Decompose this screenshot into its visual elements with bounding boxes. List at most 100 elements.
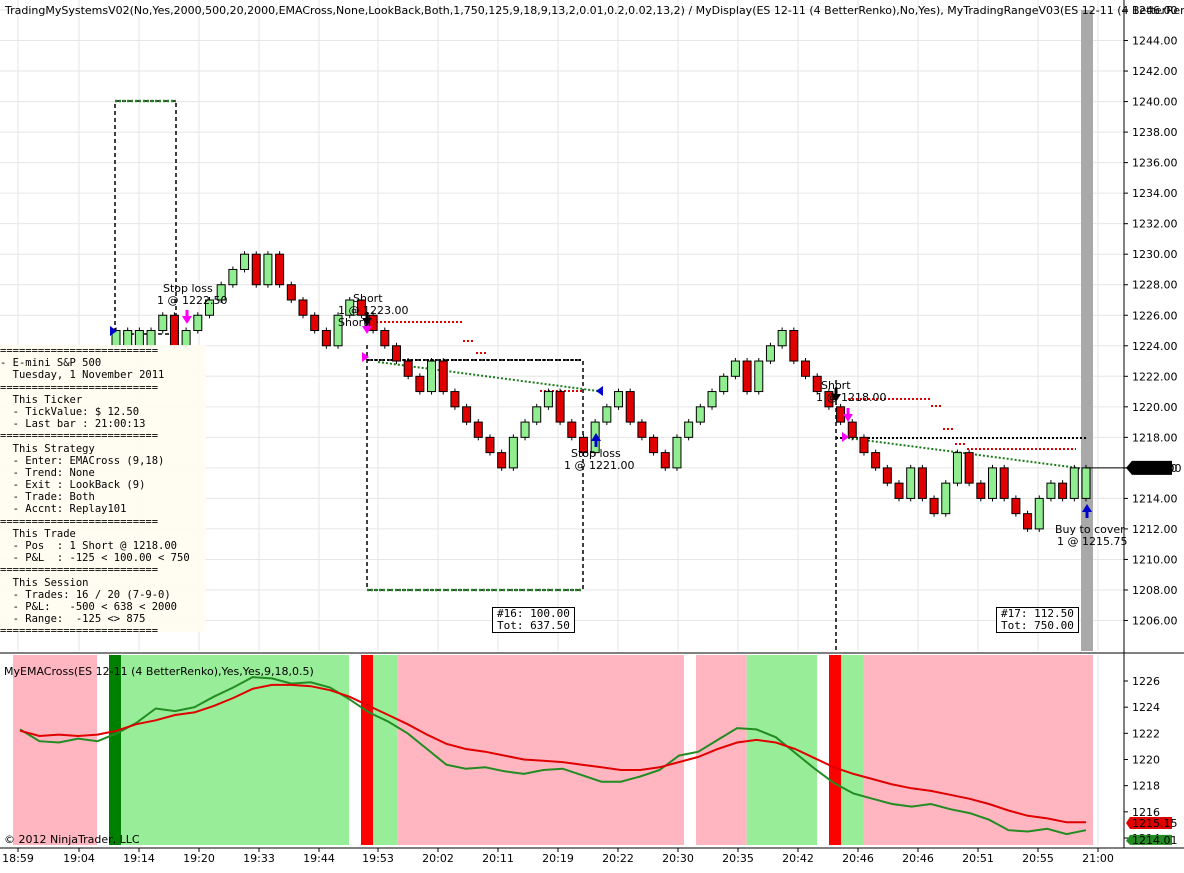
candle bbox=[941, 482, 951, 515]
info-line: ========================= bbox=[0, 625, 159, 632]
trade-annotation: 1 @ 1215.75 bbox=[1057, 535, 1127, 548]
trade-annotation: 1 @ 1218.00 bbox=[816, 391, 886, 404]
candle bbox=[660, 452, 670, 469]
candle bbox=[684, 421, 694, 438]
candle bbox=[999, 467, 1009, 499]
info-line: This Session bbox=[0, 576, 89, 589]
x-tick-label: 20:02 bbox=[422, 852, 454, 865]
trade-summary-16: #16: 100.00 Tot: 637.50 bbox=[492, 607, 575, 633]
cross-bar bbox=[109, 655, 121, 845]
x-tick-label: 19:04 bbox=[63, 852, 95, 865]
x-tick-label: 19:44 bbox=[303, 852, 335, 865]
candle bbox=[1011, 497, 1021, 515]
candle bbox=[181, 330, 191, 347]
candle bbox=[964, 452, 974, 484]
info-line: - E-mini S&P 500 bbox=[0, 357, 102, 370]
candle bbox=[789, 330, 799, 362]
region-gap bbox=[97, 655, 109, 845]
current-bar-stripe bbox=[1081, 10, 1093, 651]
candle bbox=[228, 268, 238, 286]
candles bbox=[111, 251, 1091, 532]
info-line: - TickValue: $ 12.50 bbox=[0, 405, 140, 418]
candle bbox=[1058, 482, 1068, 499]
candle bbox=[520, 421, 530, 438]
candle bbox=[882, 467, 892, 484]
y-tick-label: 1232.00 bbox=[1132, 218, 1178, 231]
trade-annotation: Buy to cover bbox=[1055, 523, 1125, 536]
trade-summary-17: #17: 112.50 Tot: 750.00 bbox=[996, 607, 1079, 633]
candle bbox=[906, 467, 916, 499]
y-tick-label: 1210.00 bbox=[1132, 553, 1178, 566]
candle bbox=[169, 314, 179, 347]
candle bbox=[333, 314, 343, 347]
candle bbox=[695, 406, 705, 423]
candle bbox=[543, 391, 553, 408]
candle bbox=[952, 452, 962, 484]
x-tick-label: 19:33 bbox=[243, 852, 275, 865]
price-marker bbox=[1126, 460, 1172, 475]
copyright: © 2012 NinjaTrader, LLC bbox=[4, 833, 140, 846]
candle bbox=[988, 467, 998, 499]
cross-bar bbox=[829, 655, 841, 845]
trade-annotation: Stop loss bbox=[571, 447, 621, 460]
entry-marker bbox=[596, 386, 603, 396]
candle bbox=[204, 299, 214, 316]
short-arrow bbox=[362, 318, 372, 326]
candle bbox=[216, 284, 226, 301]
candle bbox=[1046, 482, 1056, 499]
candle bbox=[847, 421, 857, 438]
info-line: - Trades: 16 / 20 (7-9-0) bbox=[0, 588, 171, 601]
x-tick-label: 20:19 bbox=[542, 852, 574, 865]
entry-marker bbox=[842, 432, 849, 442]
y-tick-label: 1220.00 bbox=[1132, 401, 1178, 414]
candle bbox=[555, 391, 565, 423]
entry-marker bbox=[110, 326, 117, 336]
candle bbox=[929, 497, 939, 515]
candle bbox=[450, 391, 460, 408]
x-tick-label: 18:59 bbox=[2, 852, 34, 865]
candle bbox=[532, 406, 542, 423]
candle bbox=[193, 314, 203, 332]
y-tick-label: 1224.00 bbox=[1132, 340, 1178, 353]
ema-value-label: 1215.15 bbox=[1132, 817, 1178, 830]
candle bbox=[240, 253, 250, 270]
y-tick-label: 1206.00 bbox=[1132, 615, 1178, 628]
x-tick-label: 20:46 bbox=[902, 852, 934, 865]
ema-value-label: 1214.01 bbox=[1132, 834, 1178, 847]
info-line: - Trend: None bbox=[0, 466, 95, 479]
trade-summary-line: Tot: 750.00 bbox=[1001, 619, 1074, 632]
x-tick-label: 20:42 bbox=[782, 852, 814, 865]
candle bbox=[134, 330, 144, 347]
info-line: - Accnt: Replay101 bbox=[0, 503, 127, 516]
candle bbox=[380, 330, 390, 347]
candle bbox=[415, 375, 425, 393]
info-line: - Last bar : 21:00:13 bbox=[0, 418, 146, 431]
x-tick-label: 19:20 bbox=[183, 852, 215, 865]
y-tick-label: 1226 bbox=[1132, 675, 1160, 688]
candle bbox=[123, 330, 133, 347]
candle bbox=[801, 360, 811, 377]
candle bbox=[730, 360, 740, 377]
candle bbox=[263, 253, 273, 286]
y-tick-label: 1220 bbox=[1132, 754, 1160, 767]
info-line: ========================= bbox=[0, 430, 159, 443]
candle bbox=[754, 360, 764, 393]
y-tick-label: 1212.00 bbox=[1132, 523, 1178, 536]
ema-line-slow bbox=[19, 683, 1086, 824]
y-tick-label: 1240.00 bbox=[1132, 96, 1178, 109]
candle bbox=[497, 452, 507, 469]
trade-annotation: Short bbox=[338, 316, 368, 329]
candle bbox=[438, 360, 448, 393]
candle bbox=[286, 284, 296, 301]
price-marker-label: 1216.00 bbox=[1136, 462, 1182, 475]
y-tick-label: 1242.00 bbox=[1132, 65, 1178, 78]
info-line: - Exit : LookBack (9) bbox=[0, 479, 146, 492]
candle bbox=[602, 406, 612, 423]
y-tick-label: 1234.00 bbox=[1132, 187, 1178, 200]
candle bbox=[1081, 467, 1091, 499]
candle bbox=[578, 436, 588, 454]
candle bbox=[403, 360, 413, 377]
indicator-region bbox=[13, 655, 108, 845]
y-tick-label: 1218.00 bbox=[1132, 431, 1178, 444]
info-line: Tuesday, 1 November 2011 bbox=[0, 369, 165, 382]
